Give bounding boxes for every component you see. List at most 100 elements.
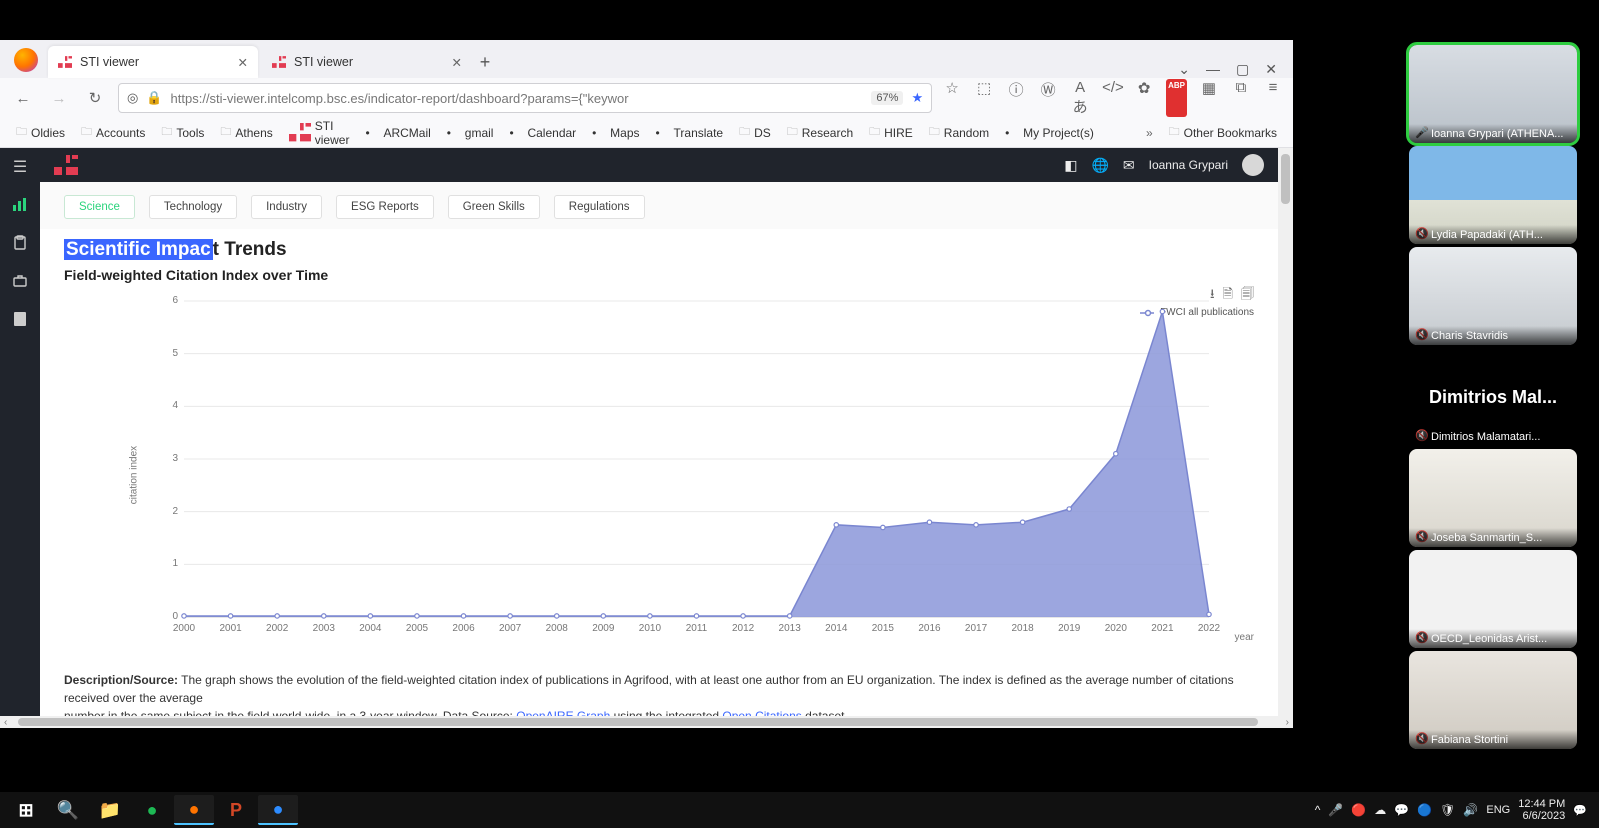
participant-tile[interactable]: Dimitrios Mal...🔇Dimitrios Malamatari... (1409, 348, 1577, 446)
toolbar-icon-0[interactable]: ☆ (942, 79, 962, 117)
category-tab[interactable]: Green Skills (448, 195, 540, 219)
bookmark-item[interactable]: 🗀DS (733, 120, 777, 145)
new-tab-button[interactable]: + (472, 46, 498, 78)
bookmark-item[interactable]: 🗀Tools (155, 120, 210, 145)
horizontal-scrollbar[interactable]: ‹ › (0, 716, 1293, 728)
input-language[interactable]: ENG (1486, 804, 1510, 816)
tray-icon[interactable]: 🔊 (1463, 803, 1478, 817)
y-tick: 5 (160, 348, 178, 359)
bookmark-item[interactable]: STI viewer (283, 116, 356, 150)
participant-tile[interactable]: 🔇OECD_Leonidas Arist... (1409, 550, 1577, 648)
bookmarks-overflow-icon[interactable]: » (1140, 126, 1159, 140)
toolbar-icon-5[interactable]: </> (1102, 79, 1122, 117)
participant-tile[interactable]: 🔇Charis Stavridis (1409, 247, 1577, 345)
clipboard-icon[interactable] (11, 234, 29, 252)
category-tab[interactable]: Regulations (554, 195, 645, 219)
bookmark-item[interactable]: •My Project(s) (999, 123, 1100, 143)
x-tick: 2016 (918, 623, 940, 634)
bookmark-item[interactable]: •Calendar (503, 123, 582, 143)
category-tab[interactable]: ESG Reports (336, 195, 434, 219)
source-link-1[interactable]: OpenAIRE Graph (516, 709, 610, 716)
bookmark-item[interactable]: 🗀Random (923, 120, 995, 145)
chart-icon[interactable] (11, 196, 29, 214)
tray-icon[interactable]: ^ (1315, 803, 1321, 817)
close-tab-icon[interactable]: ✕ (238, 55, 248, 70)
taskbar-app-zoom[interactable]: ● (258, 795, 298, 825)
category-tab[interactable]: Science (64, 195, 135, 219)
x-tick: 2012 (732, 623, 754, 634)
vertical-scrollbar[interactable] (1278, 148, 1293, 716)
toolbar-icon-10[interactable]: ≡ (1263, 79, 1283, 117)
bookmark-item[interactable]: •Translate (650, 123, 730, 143)
category-tab[interactable]: Technology (149, 195, 237, 219)
bookmark-star-icon[interactable]: ★ (911, 90, 923, 106)
theme-icon[interactable]: ◧ (1064, 157, 1077, 174)
lock-icon: 🔒 (146, 90, 162, 106)
toolbar-icon-2[interactable]: ⓘ (1006, 79, 1026, 117)
globe-icon[interactable]: 🌐 (1091, 157, 1108, 174)
toolbar-icon-9[interactable]: ⧉ (1231, 79, 1251, 117)
browser-tab[interactable]: STI viewer✕ (48, 46, 258, 78)
tray-icon[interactable]: ☁ (1374, 803, 1386, 817)
bookmark-item[interactable]: •gmail (441, 123, 500, 143)
notifications-icon[interactable]: 💬 (1573, 804, 1587, 817)
user-name: Ioanna Grypari (1149, 158, 1228, 172)
tray-icon[interactable]: 💬 (1394, 803, 1409, 817)
y-tick: 3 (160, 453, 178, 464)
bookmark-item[interactable]: 🗀Accounts (75, 120, 151, 145)
toolbar-icon-7[interactable]: ABP (1166, 79, 1187, 117)
participant-name: Ioanna Grypari (ATHENA... (1409, 124, 1577, 143)
participant-tile[interactable]: 🔇Joseba Sanmartin_S... (1409, 449, 1577, 547)
chart-action-icon[interactable]: 🗐 (1241, 285, 1254, 307)
taskbar-app-explorer[interactable]: 📁 (90, 795, 130, 825)
back-button[interactable]: ← (10, 90, 36, 107)
tray-icon[interactable]: 🔴 (1351, 803, 1366, 817)
reload-button[interactable]: ↻ (82, 89, 108, 107)
close-window-button[interactable]: ✕ (1265, 61, 1277, 78)
user-avatar[interactable] (1242, 154, 1264, 176)
menu-icon[interactable]: ☰ (11, 158, 29, 176)
forward-button[interactable]: → (46, 90, 72, 107)
taskbar-app-firefox[interactable]: ● (174, 795, 214, 825)
toolbar-icon-1[interactable]: ⬚ (974, 79, 994, 117)
taskbar-app-powerpoint[interactable]: P (216, 795, 256, 825)
other-bookmarks[interactable]: 🗀Other Bookmarks (1163, 120, 1283, 145)
bookmark-item[interactable]: 🗀Oldies (10, 120, 71, 145)
category-tab[interactable]: Industry (251, 195, 322, 219)
toolbar-icon-3[interactable]: Ⓦ (1038, 79, 1058, 117)
toolbar-icon-8[interactable]: ▦ (1199, 79, 1219, 117)
doc-icon[interactable] (11, 310, 29, 328)
clock[interactable]: 12:44 PM 6/6/2023 (1518, 798, 1565, 822)
maximize-button[interactable]: ▢ (1236, 61, 1249, 78)
taskbar-app-start[interactable]: ⊞ (6, 795, 46, 825)
bookmark-item[interactable]: 🗀Athens (214, 120, 278, 145)
taskbar-app-spotify[interactable]: ● (132, 795, 172, 825)
minimize-button[interactable]: — (1206, 61, 1220, 78)
briefcase-icon[interactable] (11, 272, 29, 290)
bookmark-item[interactable]: 🗀Research (781, 120, 859, 145)
tabs-dropdown-button[interactable]: ⌄ (1178, 61, 1190, 78)
toolbar-icon-6[interactable]: ✿ (1134, 79, 1154, 117)
url-box[interactable]: ◎ 🔒 https://sti-viewer.intelcomp.bsc.es/… (118, 83, 932, 113)
participant-tile[interactable]: 🔇Fabiana Stortini (1409, 651, 1577, 749)
bookmark-item[interactable]: •ARCMail (359, 123, 436, 143)
bookmark-item[interactable]: •Maps (586, 123, 645, 143)
mail-icon[interactable]: ✉ (1123, 157, 1135, 174)
participant-tile[interactable]: 🎤Ioanna Grypari (ATHENA... (1409, 45, 1577, 143)
tray-icon[interactable]: 🔵 (1417, 803, 1432, 817)
zoom-level[interactable]: 67% (871, 91, 903, 105)
browser-tab[interactable]: STI viewer✕ (262, 46, 472, 78)
description-text: Description/Source: The graph shows the … (64, 671, 1254, 716)
participant-tile[interactable]: 🔇Lydia Papadaki (ATH... (1409, 146, 1577, 244)
chart-action-icon[interactable]: 🗎 (1223, 285, 1233, 307)
tray-icon[interactable]: 🛡 (1440, 803, 1455, 817)
source-link-2[interactable]: Open Citations (722, 709, 801, 716)
y-tick: 1 (160, 558, 178, 569)
toolbar-icon-4[interactable]: Aあ (1070, 79, 1090, 117)
y-tick: 2 (160, 506, 178, 517)
taskbar-app-search[interactable]: 🔍 (48, 795, 88, 825)
bookmark-item[interactable]: 🗀HIRE (863, 120, 919, 145)
close-tab-icon[interactable]: ✕ (452, 55, 462, 70)
tray-icon[interactable]: 🎤 (1328, 803, 1343, 817)
x-tick: 2002 (266, 623, 288, 634)
